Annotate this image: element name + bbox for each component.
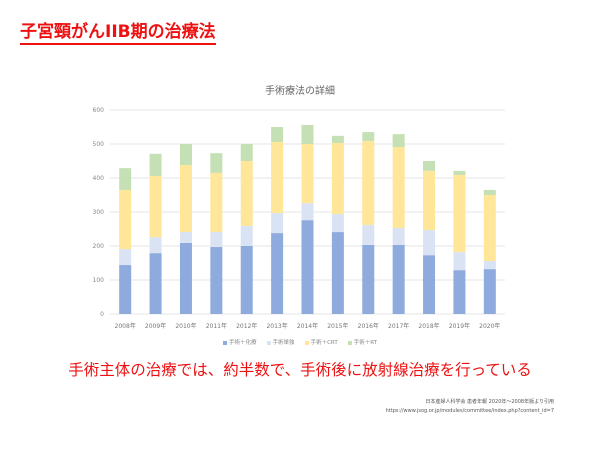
y-tick-label: 400 — [93, 175, 105, 182]
y-tick-label: 500 — [93, 141, 105, 148]
bar-segment — [149, 253, 162, 314]
bar-segment — [301, 203, 314, 221]
source-url: https://www.jsog.or.jp/modules/committee… — [385, 408, 554, 414]
bar-segment — [331, 142, 344, 215]
bar-segment — [119, 265, 132, 314]
bar-segment — [483, 195, 496, 261]
bar-segment — [210, 247, 223, 314]
x-tick-label: 2016年 — [358, 322, 379, 330]
legend-swatch — [266, 340, 271, 345]
legend-swatch — [223, 340, 228, 345]
source-note: 日本産婦人科学会 患者年報 2020年～2008年版より引用 https://w… — [386, 398, 554, 416]
x-tick-label: 2019年 — [449, 322, 470, 330]
bar-segment — [301, 144, 314, 204]
bar-segment — [271, 233, 284, 314]
bar-segment — [210, 172, 223, 233]
bar-segment — [179, 165, 192, 233]
bar-segment — [179, 242, 192, 314]
bar-segment — [392, 227, 405, 245]
bar-segment — [119, 189, 132, 250]
x-tick-label: 2012年 — [236, 322, 257, 330]
bar-segment — [210, 232, 223, 248]
bar-segment — [240, 246, 253, 314]
bar-segment — [453, 252, 466, 271]
bar-segment — [240, 144, 253, 161]
x-tick-label: 2010年 — [175, 322, 196, 330]
chart-legend: 手術＋化療 手術単独 手術＋CRT 手術＋RT — [0, 338, 600, 346]
source-citation: 日本産婦人科学会 患者年報 2020年～2008年版より引用 — [425, 399, 554, 405]
bar-segment — [392, 244, 405, 314]
bar-segment — [149, 175, 162, 238]
x-tick-label: 2017年 — [388, 322, 409, 330]
bar-segment — [331, 135, 344, 143]
bar-segment — [301, 124, 314, 144]
legend-label: 手術＋CRT — [310, 340, 338, 346]
legend-label: 手術＋RT — [353, 340, 377, 346]
legend-swatch — [304, 340, 309, 345]
bar-segment — [271, 213, 284, 234]
slide-title: 子宮頸がんIIB期の治療法 — [20, 22, 216, 45]
y-tick-label: 600 — [93, 107, 105, 114]
x-tick-label: 2018年 — [418, 322, 439, 330]
bar-segment — [210, 153, 223, 173]
bar-segment — [149, 153, 162, 176]
x-tick-label: 2020年 — [479, 322, 500, 330]
bar-segment — [423, 170, 436, 231]
bar-segment — [331, 232, 344, 314]
bar-segment — [149, 237, 162, 254]
bar-segment — [179, 144, 192, 166]
legend-label: 手術単独 — [272, 340, 295, 346]
bar-segment — [453, 170, 466, 175]
legend-item: 手術＋CRT — [304, 338, 338, 346]
legend-item: 手術＋化療 — [223, 338, 257, 346]
x-tick-label: 2009年 — [145, 322, 166, 330]
bar-segment — [362, 132, 375, 141]
legend-item: 手術＋RT — [347, 338, 377, 346]
bar-segment — [392, 147, 405, 228]
chart-title: 手術療法の詳細 — [265, 86, 335, 97]
bar-segment — [362, 224, 375, 245]
legend-item: 手術単独 — [266, 338, 295, 346]
bar-segment — [240, 161, 253, 226]
x-tick-label: 2013年 — [266, 322, 287, 330]
bar-segment — [483, 260, 496, 270]
bar-segment — [179, 232, 192, 243]
bar-segment — [483, 269, 496, 314]
bar-segment — [392, 134, 405, 148]
bar-segment — [271, 141, 284, 214]
x-tick-label: 2008年 — [115, 322, 136, 330]
y-tick-label: 100 — [93, 277, 105, 284]
x-tick-label: 2011年 — [206, 322, 227, 330]
bar-segment — [119, 168, 132, 190]
bar-segment — [119, 249, 132, 266]
bar-segment — [483, 189, 496, 195]
bar-segment — [423, 255, 436, 314]
bar-segment — [331, 214, 344, 233]
bar-segment — [453, 270, 466, 314]
bar-segment — [423, 230, 436, 256]
bar-segment — [453, 174, 466, 253]
key-message: 手術主体の治療では、約半数で、手術後に放射線治療を行っている — [68, 361, 532, 379]
bar-segment — [301, 220, 314, 314]
y-tick-label: 0 — [100, 311, 104, 318]
bar-segment — [362, 244, 375, 314]
legend-label: 手術＋化療 — [229, 340, 257, 346]
legend-swatch — [347, 340, 352, 345]
bar-segment — [423, 161, 436, 171]
bar-segment — [271, 127, 284, 142]
y-tick-label: 200 — [93, 243, 105, 250]
bar-segment — [362, 140, 375, 225]
x-tick-label: 2015年 — [327, 322, 348, 330]
y-tick-label: 300 — [93, 209, 105, 216]
x-tick-label: 2014年 — [297, 322, 318, 330]
bar-segment — [240, 225, 253, 246]
